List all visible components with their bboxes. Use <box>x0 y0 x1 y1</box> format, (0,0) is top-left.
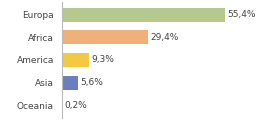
Text: 9,3%: 9,3% <box>92 55 114 64</box>
Text: 55,4%: 55,4% <box>228 10 256 19</box>
Text: 5,6%: 5,6% <box>81 78 103 87</box>
Text: 29,4%: 29,4% <box>151 33 179 42</box>
Bar <box>62 30 148 44</box>
Bar <box>62 8 225 22</box>
Bar <box>62 53 89 67</box>
Text: 0,2%: 0,2% <box>65 101 87 110</box>
Bar <box>62 76 78 90</box>
